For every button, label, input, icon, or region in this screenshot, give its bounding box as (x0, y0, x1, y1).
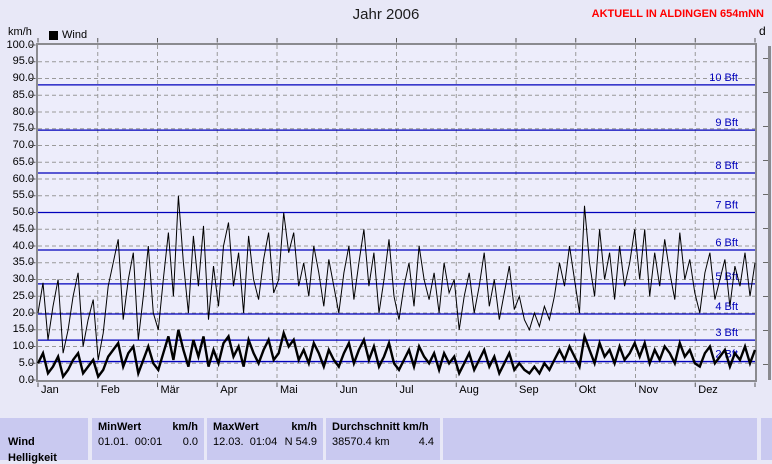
max-value: N 54.9 (284, 436, 317, 448)
y-tick-label: 85.0 (12, 88, 34, 101)
y-tick-label: 45.0 (12, 222, 34, 235)
y-tick-label: 90.0 (12, 72, 34, 84)
y-tick-label: 60.0 (12, 172, 34, 185)
min-unit: km/h (172, 421, 198, 433)
adjacent-chart-tick (763, 126, 768, 127)
x-tick-label: Jun (339, 384, 358, 396)
avg-header: Durchschnitt km/h (332, 421, 429, 433)
y-tick-label: 0.0 (18, 373, 34, 386)
x-tick-label: Mär (160, 384, 180, 396)
min-value: 0.0 (182, 436, 198, 448)
avg-value: 4.4 (418, 436, 434, 448)
max-unit: km/h (291, 421, 317, 433)
status-text: AKTUELL IN ALDINGEN 654mNN (591, 8, 764, 20)
avg-distance: 38570.4 km (332, 436, 390, 448)
adjacent-chart-tick (763, 364, 768, 365)
x-tick-label: Apr (220, 384, 238, 396)
adjacent-chart-tick (763, 330, 768, 331)
adjacent-chart-axis (768, 46, 771, 380)
adjacent-chart-tick (763, 194, 768, 195)
beaufort-label: 7 Bft (715, 200, 738, 212)
x-tick-label: Mai (280, 384, 298, 396)
y-tick-label: 30.0 (12, 273, 34, 285)
max-header: MaxWert (213, 421, 259, 433)
table-cell-sliver (761, 418, 772, 460)
y-tick-label: 50.0 (12, 206, 34, 218)
adjacent-chart-tick (763, 92, 768, 93)
adjacent-chart-tick (763, 296, 768, 297)
y-axis-unit-label: km/h (8, 26, 32, 38)
x-tick-label: Okt (578, 384, 596, 396)
y-tick-label: 25.0 (12, 289, 34, 302)
adjacent-chart-label: d (759, 24, 766, 38)
beaufort-label: 4 Bft (715, 301, 738, 313)
adjacent-chart-tick (763, 58, 768, 59)
y-tick-label: 20.0 (12, 306, 34, 319)
max-date: 12.03. 01:04 (213, 436, 278, 448)
table-cell-durchschnitt: Durchschnitt km/h 38570.4 km 4.4 (326, 418, 440, 460)
y-tick-label: 95.0 (12, 55, 34, 68)
y-tick-label: 35.0 (12, 256, 34, 269)
table-cell-minwert: MinWert km/h 01.01. 00:01 0.0 (92, 418, 204, 460)
y-tick-label: 100.0 (6, 38, 34, 51)
beaufort-label: 10 Bft (709, 72, 738, 84)
y-tick-label: 75.0 (12, 122, 34, 135)
beaufort-label: 8 Bft (715, 160, 738, 172)
y-tick-label: 40.0 (12, 239, 34, 252)
min-header: MinWert (98, 421, 142, 433)
y-tick-label: 80.0 (12, 105, 34, 118)
table-cell-parameter: Wind Helligkeit (0, 418, 88, 464)
x-tick-label: Dez (698, 384, 718, 396)
y-tick-label: 5.0 (18, 356, 34, 369)
adjacent-chart-tick (763, 262, 768, 263)
adjacent-chart-tick (763, 160, 768, 161)
table-row-label-helligkeit: Helligkeit (8, 452, 57, 464)
adjacent-chart-tick (763, 228, 768, 229)
min-date: 01.01. 00:01 (98, 436, 163, 448)
x-tick-label: Nov (638, 384, 659, 396)
y-tick-label: 70.0 (12, 139, 34, 151)
beaufort-label: 6 Bft (715, 237, 738, 249)
chart-plot: 2 Bft 3 Bft 4 Bft 5 Bft 6 Bft 7 Bft 8 Bft 9 Bft… (30, 38, 757, 387)
x-tick-label: Jan (41, 384, 59, 396)
legend: Wind (49, 29, 87, 41)
series-wind-average (36, 329, 757, 380)
table-cell-empty (443, 418, 757, 460)
x-tick-label: Feb (100, 384, 120, 396)
beaufort-label: 3 Bft (715, 327, 738, 339)
table-cell-maxwert: MaxWert km/h 12.03. 01:04 N 54.9 (207, 418, 323, 460)
x-tick-label: Sep (519, 384, 539, 396)
beaufort-label: 9 Bft (715, 117, 738, 129)
legend-label-wind: Wind (62, 29, 88, 41)
legend-swatch-wind (49, 30, 58, 40)
y-tick-label: 55.0 (12, 189, 34, 202)
x-tick-label: Jul (399, 384, 414, 396)
table-row-label-wind: Wind (8, 436, 35, 448)
y-tick-label: 10.0 (12, 340, 34, 352)
page-title: Jahr 2006 (352, 6, 420, 23)
y-tick-label: 65.0 (12, 155, 34, 168)
y-tick-label: 15.0 (12, 323, 34, 336)
x-tick-label: Aug (459, 384, 479, 396)
series-wind-peak (37, 195, 756, 360)
